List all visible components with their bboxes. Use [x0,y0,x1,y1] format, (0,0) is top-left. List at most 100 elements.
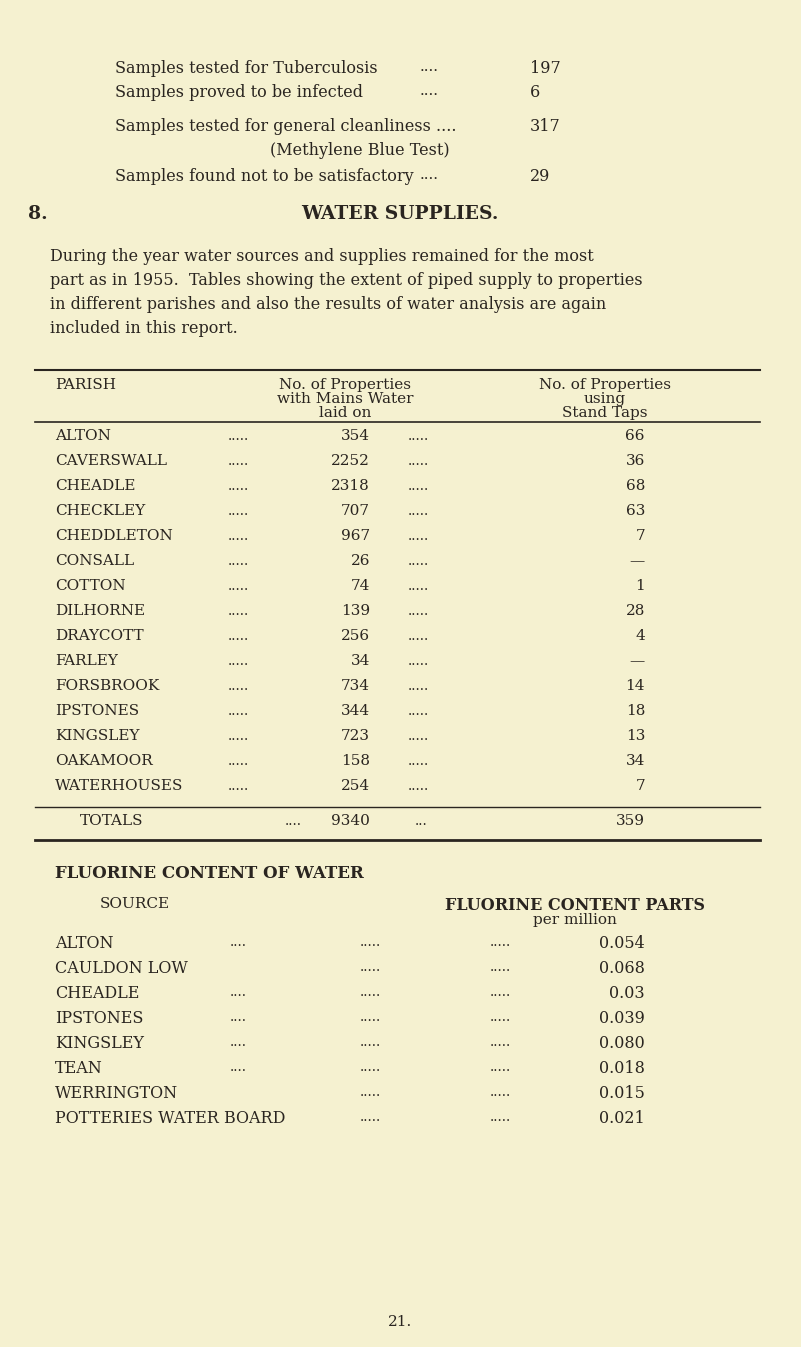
Text: .....: ..... [490,935,511,950]
Text: .....: ..... [228,529,249,543]
Text: .....: ..... [408,754,429,768]
Text: 1: 1 [635,579,645,593]
Text: ....: .... [230,935,247,950]
Text: 967: 967 [341,529,370,543]
Text: FARLEY: FARLEY [55,655,118,668]
Text: 0.021: 0.021 [599,1110,645,1127]
Text: .....: ..... [360,1034,381,1049]
Text: Samples tested for general cleanliness ....: Samples tested for general cleanliness .… [115,119,457,135]
Text: 254: 254 [341,779,370,793]
Text: .....: ..... [490,1110,511,1123]
Text: No. of Properties: No. of Properties [539,379,671,392]
Text: CHEADLE: CHEADLE [55,985,139,1002]
Text: 354: 354 [341,428,370,443]
Text: .....: ..... [408,554,429,568]
Text: ....: .... [230,1010,247,1024]
Text: .....: ..... [360,985,381,999]
Text: 29: 29 [530,168,550,185]
Text: DILHORNE: DILHORNE [55,603,145,618]
Text: DRAYCOTT: DRAYCOTT [55,629,143,643]
Text: 0.054: 0.054 [599,935,645,952]
Text: 359: 359 [616,814,645,828]
Text: .....: ..... [408,504,429,519]
Text: CHECKLEY: CHECKLEY [55,504,145,519]
Text: ....: .... [230,985,247,999]
Text: KINGSLEY: KINGSLEY [55,729,139,744]
Text: 707: 707 [341,504,370,519]
Text: FLUORINE CONTENT PARTS: FLUORINE CONTENT PARTS [445,897,705,915]
Text: .....: ..... [360,1084,381,1099]
Text: .....: ..... [360,960,381,974]
Text: IPSTONES: IPSTONES [55,704,139,718]
Text: .....: ..... [408,579,429,593]
Text: .....: ..... [408,679,429,692]
Text: per million: per million [533,913,617,927]
Text: PARISH: PARISH [55,379,116,392]
Text: .....: ..... [360,1110,381,1123]
Text: .....: ..... [228,454,249,467]
Text: .....: ..... [228,754,249,768]
Text: POTTERIES WATER BOARD: POTTERIES WATER BOARD [55,1110,285,1127]
Text: FORSBROOK: FORSBROOK [55,679,159,692]
Text: .....: ..... [228,480,249,493]
Text: .....: ..... [408,454,429,467]
Text: 7: 7 [635,779,645,793]
Text: laid on: laid on [319,405,371,420]
Text: 0.068: 0.068 [599,960,645,977]
Text: .....: ..... [490,1084,511,1099]
Text: CAVERSWALL: CAVERSWALL [55,454,167,467]
Text: part as in 1955.  Tables showing the extent of piped supply to properties: part as in 1955. Tables showing the exte… [50,272,642,290]
Text: KINGSLEY: KINGSLEY [55,1034,144,1052]
Text: CAULDON LOW: CAULDON LOW [55,960,188,977]
Text: 2318: 2318 [332,480,370,493]
Text: 723: 723 [341,729,370,744]
Text: 66: 66 [626,428,645,443]
Text: .....: ..... [228,779,249,793]
Text: .....: ..... [408,704,429,718]
Text: 158: 158 [341,754,370,768]
Text: SOURCE: SOURCE [100,897,170,911]
Text: WERRINGTON: WERRINGTON [55,1084,178,1102]
Text: 0.015: 0.015 [599,1084,645,1102]
Text: .....: ..... [408,529,429,543]
Text: .....: ..... [490,1010,511,1024]
Text: TOTALS: TOTALS [80,814,143,828]
Text: .....: ..... [360,1060,381,1074]
Text: .....: ..... [490,1034,511,1049]
Text: ALTON: ALTON [55,428,111,443]
Text: 9340: 9340 [331,814,370,828]
Text: Samples tested for Tuberculosis: Samples tested for Tuberculosis [115,61,377,77]
Text: .....: ..... [490,960,511,974]
Text: .....: ..... [228,504,249,519]
Text: 2252: 2252 [331,454,370,467]
Text: ....: .... [285,814,302,828]
Text: 734: 734 [341,679,370,692]
Text: 344: 344 [341,704,370,718]
Text: .....: ..... [408,655,429,668]
Text: .....: ..... [490,1060,511,1074]
Text: ALTON: ALTON [55,935,114,952]
Text: 256: 256 [341,629,370,643]
Text: .....: ..... [408,480,429,493]
Text: WATERHOUSES: WATERHOUSES [55,779,183,793]
Text: 26: 26 [351,554,370,568]
Text: .....: ..... [408,428,429,443]
Text: ....: .... [230,1034,247,1049]
Text: .....: ..... [228,603,249,618]
Text: 68: 68 [626,480,645,493]
Text: 197: 197 [530,61,561,77]
Text: 317: 317 [530,119,561,135]
Text: Stand Taps: Stand Taps [562,405,648,420]
Text: ...: ... [415,814,428,828]
Text: .....: ..... [228,655,249,668]
Text: 13: 13 [626,729,645,744]
Text: 28: 28 [626,603,645,618]
Text: .....: ..... [228,554,249,568]
Text: 8.: 8. [28,205,47,224]
Text: .....: ..... [228,729,249,744]
Text: 34: 34 [626,754,645,768]
Text: .....: ..... [408,729,429,744]
Text: in different parishes and also the results of water analysis are again: in different parishes and also the resul… [50,296,606,313]
Text: .....: ..... [228,428,249,443]
Text: .....: ..... [408,629,429,643]
